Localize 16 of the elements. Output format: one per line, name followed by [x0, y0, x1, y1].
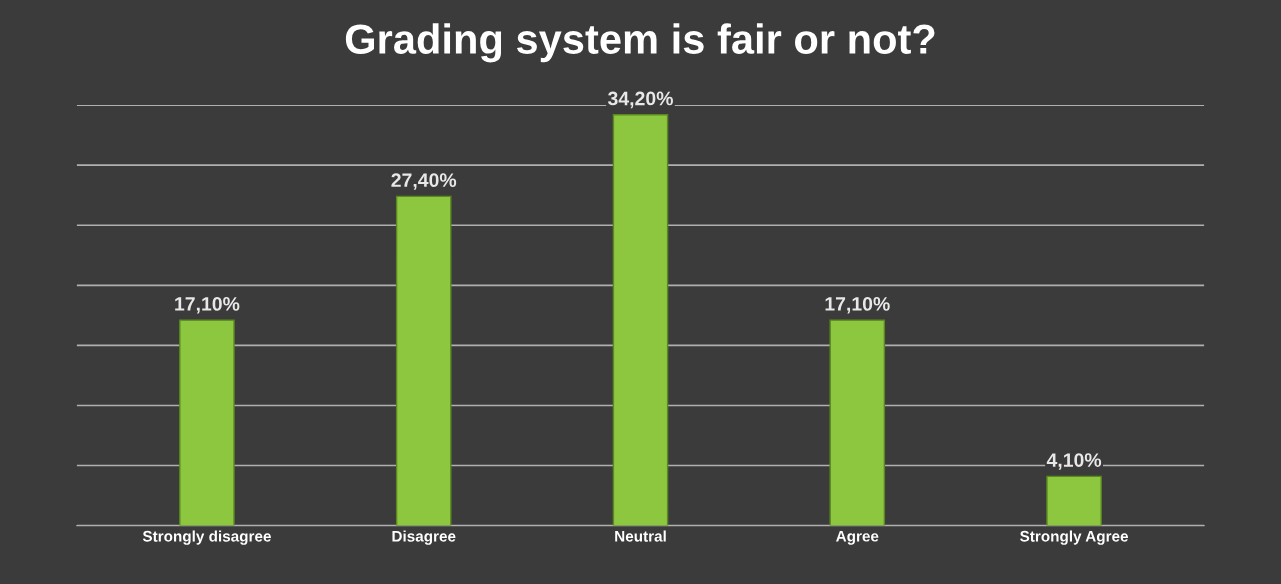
data-label: 34,20%	[607, 91, 673, 109]
data-label: 17,10%	[175, 297, 240, 314]
x-tick-label: Agree	[836, 530, 879, 545]
x-tick-label: Strongly disagree	[142, 530, 271, 545]
x-tick-label: Disagree	[392, 530, 456, 545]
bar	[1046, 475, 1102, 526]
bar	[395, 195, 452, 526]
data-label: 27,40%	[391, 173, 457, 190]
x-tick-label: Strongly Agree	[1020, 530, 1129, 545]
x-tick-label: Neutral	[615, 530, 666, 542]
data-label: 4,10%	[1046, 453, 1102, 470]
bar	[612, 114, 669, 526]
chart-title: Grading system is fair or not?	[345, 23, 935, 63]
bar	[179, 319, 235, 526]
data-label: 17,10%	[825, 297, 890, 314]
bar	[829, 319, 886, 526]
